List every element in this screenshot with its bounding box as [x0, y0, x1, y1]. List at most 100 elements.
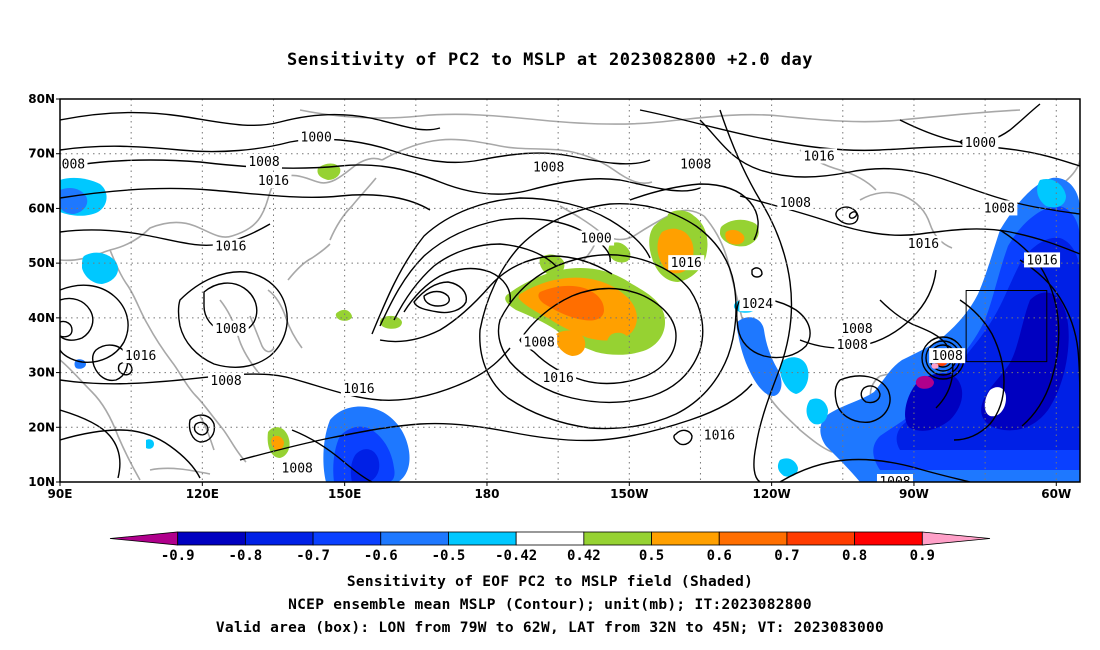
lat-tick-label: 50N — [28, 256, 55, 270]
colorbar-label: -0.9 — [161, 548, 195, 564]
contour-label-bg — [677, 156, 714, 172]
contour-label-bg — [212, 238, 249, 254]
lat-tick-label: 20N — [28, 420, 55, 434]
contour-label: 1016 — [1026, 253, 1057, 268]
contour-label-bg — [298, 129, 335, 145]
lat-tick-label: 60N — [28, 201, 55, 215]
contour-label: 1008 — [248, 155, 279, 170]
contour-label: 1008 — [932, 349, 963, 364]
contour-label-bg — [668, 255, 705, 271]
colorbar-swatch — [312, 531, 382, 546]
colorbar-swatch — [921, 531, 991, 546]
lat-tick-label: 40N — [28, 311, 55, 325]
contour-label: 1008 — [837, 338, 868, 353]
lon-tick-label: 150E — [328, 487, 361, 501]
contour-label: 1000 — [965, 136, 996, 151]
contour-label: 1008 — [780, 196, 811, 211]
contour-label: 1016 — [542, 371, 573, 386]
contour-label: 1016 — [215, 240, 246, 255]
contour-label-bg — [929, 348, 966, 364]
contour-label: 1008 — [879, 475, 910, 490]
colorbar-swatch — [583, 531, 652, 546]
lat-tick-label: 10N — [28, 475, 55, 489]
contour-label: 1016 — [671, 256, 702, 271]
contour-label-bg — [801, 148, 838, 164]
gridlines — [60, 99, 1080, 482]
contour-label-bg — [279, 460, 316, 476]
contour-label-bg — [962, 134, 999, 150]
colorbar-swatch — [854, 531, 923, 546]
contour-label: 1000 — [580, 232, 611, 247]
negative-sensitivity-shading — [60, 177, 1080, 482]
lon-tick-label: 60W — [1041, 487, 1071, 501]
contour-label-bg — [578, 230, 615, 246]
contour-label: 1008 — [984, 201, 1015, 216]
contour-label: 1016 — [704, 428, 735, 443]
colorbar-swatch — [515, 531, 585, 546]
lon-tick-label: 120E — [186, 487, 219, 501]
contour-label-bg — [208, 372, 245, 388]
colorbar-swatch — [718, 531, 788, 546]
contour-label-bg — [876, 474, 913, 482]
contour-label: 1016 — [803, 149, 834, 164]
contour-label-bg — [905, 235, 942, 251]
colorbar-label: -0.6 — [364, 548, 398, 564]
colorbar: -0.9 -0.8 -0.7 -0.6 -0.5 -0.42 0.42 0.5 0.6 0.7 0.… — [109, 531, 991, 564]
colorbar-swatch — [109, 531, 179, 546]
contour-label: 1016 — [125, 349, 156, 364]
colorbar-label: -0.5 — [432, 548, 466, 564]
contour-label: 1008 — [680, 158, 711, 173]
contour-label: 1008 — [215, 322, 246, 337]
contour-label-bg — [255, 173, 292, 189]
longitude-tick-labels: 90E 120E 150E 180 150W 120W 90W 60W — [48, 482, 1071, 501]
contour-label-bg — [530, 159, 567, 175]
lat-tick-label: 70N — [28, 147, 55, 161]
contour-label: 1008 — [533, 160, 564, 175]
colorbar-label: 0.42 — [567, 548, 601, 564]
colorbar-label: -0.7 — [296, 548, 330, 564]
colorbar-label: 0.6 — [707, 548, 732, 564]
colorbar-swatch — [651, 531, 720, 546]
colorbar-swatch — [380, 531, 449, 546]
contour-label: 1008 — [524, 335, 555, 350]
contour-label-bg — [340, 380, 377, 396]
contour-label: 1008 — [54, 158, 85, 173]
lon-tick-label: 90W — [899, 487, 929, 501]
colorbar-swatch — [244, 531, 314, 546]
contour-label: 1008 — [210, 374, 241, 389]
contour-label: 1008 — [282, 461, 313, 476]
lat-tick-label: 30N — [28, 366, 55, 380]
contour-label-bg — [540, 370, 577, 386]
contour-label-bg — [1024, 252, 1061, 268]
contour-label-bg — [60, 156, 88, 172]
colorbar-label: 0.8 — [842, 548, 867, 564]
contour-label: 1016 — [908, 237, 939, 252]
colorbar-label: 0.9 — [910, 548, 935, 564]
colorbar-swatch — [786, 531, 856, 546]
contour-label-bg — [981, 200, 1018, 216]
contour-label: 1016 — [258, 174, 289, 189]
contour-label-bg — [701, 427, 738, 443]
contour-label: 1024 — [742, 297, 773, 312]
colorbar-swatch — [448, 531, 517, 546]
colorbar-label: 0.7 — [774, 548, 799, 564]
lon-tick-label: 120W — [752, 487, 790, 501]
caption-line-2: NCEP ensemble mean MSLP (Contour); unit(… — [288, 597, 812, 613]
caption-line-3: Valid area (box): LON from 79W to 62W, L… — [215, 620, 885, 636]
contour-label-bg — [834, 337, 871, 353]
contour-label: 1016 — [343, 382, 374, 397]
colorbar-swatch — [177, 531, 246, 546]
latitude-tick-labels: 80N 70N 60N 50N 40N 30N 20N 10N — [28, 92, 60, 489]
contour-label-bg — [777, 194, 814, 210]
contour-label: 1008 — [841, 322, 872, 337]
map-frame — [59, 98, 1081, 483]
caption-line-1: Sensitivity of EOF PC2 to MSLP field (Sh… — [346, 574, 754, 590]
contour-label-bg — [212, 320, 249, 336]
lon-tick-label: 90E — [48, 487, 73, 501]
contour-label-bg — [246, 153, 282, 169]
contour-label-bg — [521, 334, 558, 350]
colorbar-label: -0.8 — [229, 548, 263, 564]
lon-tick-label: 180 — [474, 487, 499, 501]
contour-label-bg — [122, 348, 159, 364]
